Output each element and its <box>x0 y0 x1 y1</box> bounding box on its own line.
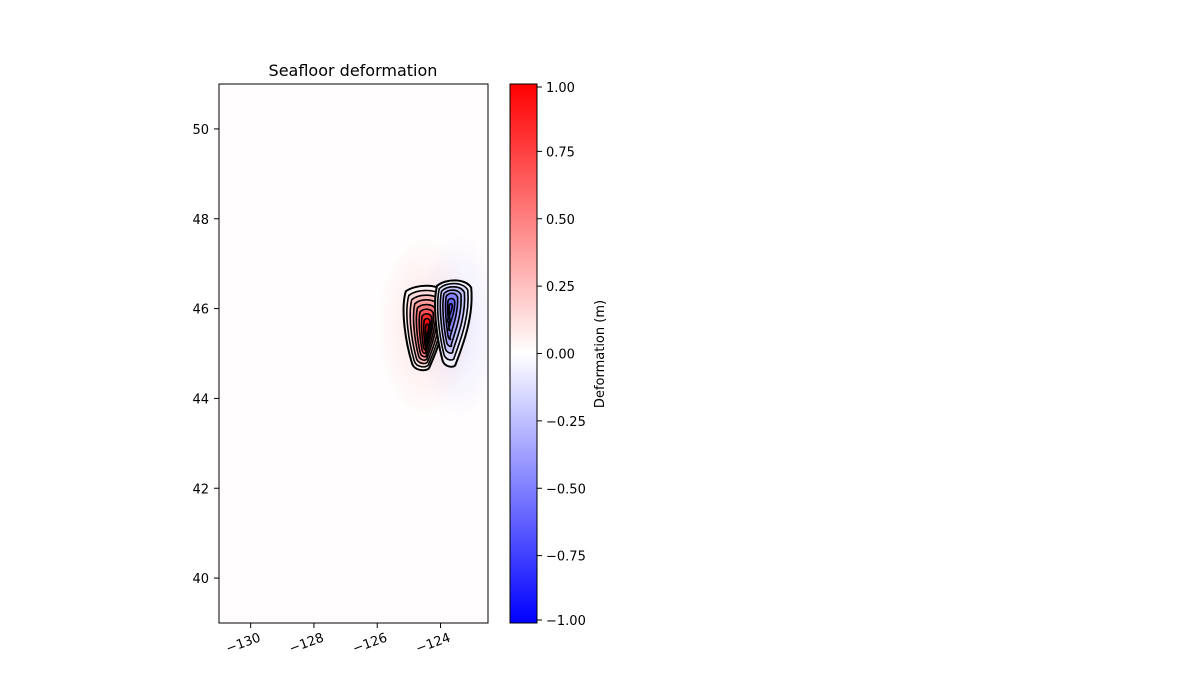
colorbar-tick-label: 0.50 <box>546 213 575 228</box>
y-tick-label: 44 <box>192 392 209 407</box>
colorbar-tick-label: 0.75 <box>546 145 575 160</box>
x-tick-label: −128 <box>287 631 326 657</box>
colorbar-tick-label: 0.25 <box>546 280 575 295</box>
colorbar-tick-label: 1.00 <box>546 81 575 96</box>
plot-frame <box>218 83 489 624</box>
y-tick-label: 46 <box>192 303 209 318</box>
uplift-contour <box>423 323 430 344</box>
colorbar-tick-label: −0.50 <box>546 482 586 497</box>
colorbar-tick-label: −0.75 <box>546 550 586 565</box>
x-tick-label: −124 <box>414 631 453 657</box>
colorbar-gradient <box>510 84 537 623</box>
x-tick-label: −126 <box>351 631 390 657</box>
colorbar-label: Deformation (m) <box>593 300 608 408</box>
contour-lines <box>402 279 473 372</box>
subsidence-contour <box>446 302 454 323</box>
colorbar: −1.00 −0.75 −0.50 −0.25 0.00 0.25 0.50 0.75 1.00… <box>509 81 608 629</box>
plot-area <box>218 83 489 624</box>
y-tick-label: 50 <box>192 123 209 138</box>
y-tick-label: 48 <box>192 213 209 228</box>
x-axis: −130 −128 −126 −124 <box>224 623 453 657</box>
y-axis: 40 42 44 46 48 50 <box>192 123 219 587</box>
colorbar-ticks: −1.00 −0.75 −0.50 −0.25 0.00 0.25 0.50 0.75 1.00 <box>537 81 586 629</box>
chart-title: Seafloor deformation <box>269 61 438 80</box>
colorbar-tick-label: 0.00 <box>546 348 575 363</box>
y-tick-label: 40 <box>192 572 209 587</box>
y-tick-label: 42 <box>192 482 209 497</box>
colorbar-tick-label: −1.00 <box>546 614 586 629</box>
colorbar-tick-label: −0.25 <box>546 415 586 430</box>
x-tick-label: −130 <box>224 631 263 657</box>
